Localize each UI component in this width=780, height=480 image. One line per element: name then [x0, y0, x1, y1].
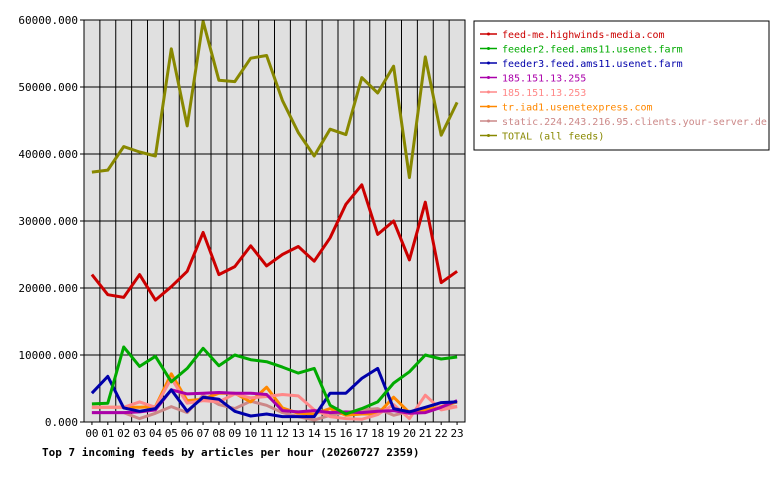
- legend-marker: [487, 105, 490, 108]
- y-tick-label: 0.000: [45, 416, 78, 429]
- x-tick-label: 20: [403, 427, 416, 440]
- y-tick-label: 20000.000: [18, 282, 78, 295]
- legend-marker: [487, 90, 490, 94]
- y-tick-label: 10000.000: [18, 349, 78, 362]
- series-line: [91, 376, 458, 421]
- legend-label: tr.iad1.usenetexpress.com: [502, 103, 653, 114]
- legend-marker: [487, 32, 490, 36]
- series-line: [90, 183, 458, 302]
- legend-marker: [487, 76, 490, 79]
- x-tick-label: 09: [228, 427, 241, 440]
- x-tick-label: 21: [419, 427, 432, 440]
- legend: feed-me.highwinds-media.com feeder2.feed.…: [480, 30, 767, 143]
- x-tick-label: 14: [308, 427, 322, 440]
- x-tick-label: 13: [292, 427, 305, 440]
- x-tick-label: 23: [450, 427, 463, 440]
- legend-label: 185.151.13.255: [502, 74, 586, 85]
- y-tick-label: 30000.000: [18, 215, 78, 228]
- x-tick-label: 07: [196, 427, 209, 440]
- x-tick-label: 12: [276, 427, 289, 440]
- x-tick-label: 15: [323, 427, 336, 440]
- series-line: [91, 19, 459, 179]
- x-tick-label: 04: [149, 427, 163, 440]
- x-tick-label: 19: [387, 427, 400, 440]
- x-tick-label: 08: [212, 427, 225, 440]
- legend-label: feeder2.feed.ams11.usenet.farm: [502, 45, 683, 56]
- x-tick-label: 16: [339, 427, 352, 440]
- legend-label: feeder3.feed.ams11.usenet.farm: [502, 59, 683, 70]
- legend-marker: [487, 119, 490, 123]
- gridlines: [84, 19, 465, 423]
- series-line: [91, 345, 458, 416]
- legend-label: TOTAL (all feeds): [502, 132, 604, 143]
- x-tick-label: 01: [101, 427, 114, 440]
- x-tick-label: 11: [260, 427, 273, 440]
- x-tick-label: 02: [117, 427, 130, 440]
- series-line: [91, 393, 458, 422]
- x-tick-label: 17: [355, 427, 368, 440]
- legend-label: feed-me.highwinds-media.com: [502, 30, 665, 41]
- y-tick-label: 60000.000: [18, 14, 78, 27]
- x-tick-label: 06: [181, 427, 194, 440]
- x-axis-ticks: 00 01 02 03 04 05 06 07 08 09 10 11 12 13 14 15 16 17 18 19…: [85, 422, 464, 440]
- x-tick-label: 00: [85, 427, 98, 440]
- series-lines: [90, 19, 459, 422]
- legend-label: 185.151.13.253: [502, 88, 586, 99]
- x-tick-label: 10: [244, 427, 257, 440]
- legend-marker: [487, 47, 490, 50]
- series-line: [90, 366, 458, 419]
- y-axis-ticks: 0.000 10000.000 20000.000 30000.000 40000.00…: [18, 14, 84, 429]
- x-tick-label: 22: [435, 427, 448, 440]
- y-tick-label: 50000.000: [18, 81, 78, 94]
- x-tick-label: 18: [371, 427, 384, 440]
- legend-marker: [487, 134, 490, 137]
- legend-box: [473, 20, 770, 151]
- legend-marker: [487, 61, 490, 65]
- x-tick-label: 05: [165, 427, 178, 440]
- y-tick-label: 40000.000: [18, 148, 78, 161]
- chart-title: Top 7 incoming feeds by articles per hou…: [42, 446, 420, 459]
- x-tick-label: 03: [133, 427, 146, 440]
- legend-label: static.224.243.216.95.clients.your-serve…: [502, 117, 767, 128]
